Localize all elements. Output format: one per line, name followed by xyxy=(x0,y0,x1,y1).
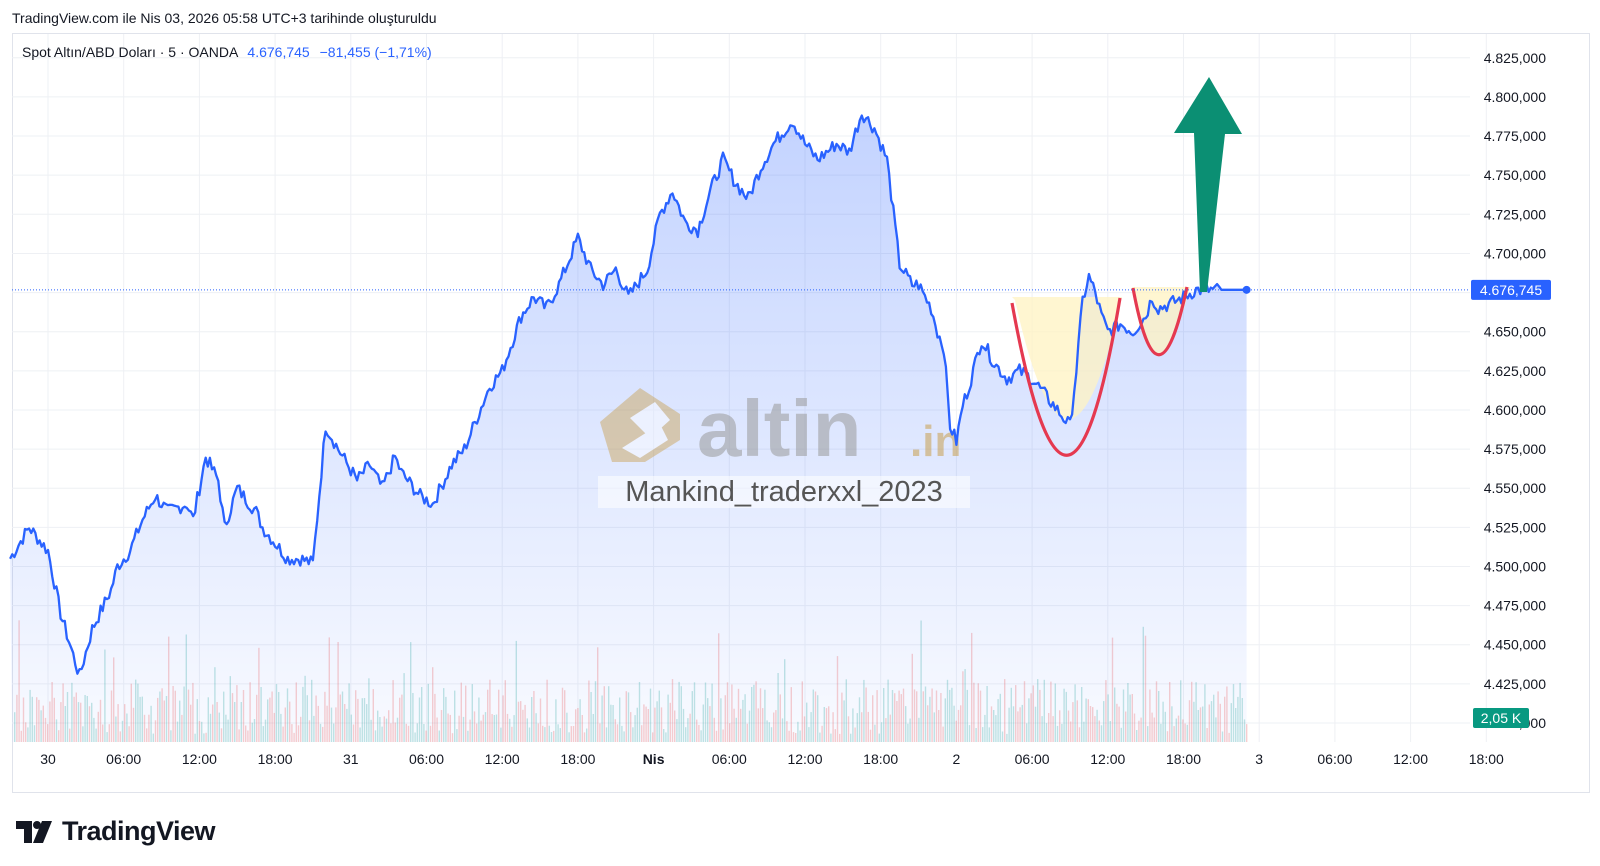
x-tick-label: 12:00 xyxy=(1090,751,1125,767)
watermark-logo xyxy=(600,388,680,462)
y-tick-label: 4.600,000 xyxy=(1484,402,1546,418)
chart-created-note: TradingView.com ile Nis 03, 2026 05:58 U… xyxy=(12,10,437,26)
price-axis[interactable]: 4.825,000 4.800,000 4.775,000 4.750,000 4.72… xyxy=(1484,50,1546,731)
x-tick-label: 18:00 xyxy=(258,751,293,767)
y-tick-label: 4.725,000 xyxy=(1484,206,1546,222)
price-area xyxy=(10,115,1247,743)
cup-curve xyxy=(1010,297,1122,457)
x-tick-label: 06:00 xyxy=(106,751,141,767)
y-tick-label: 4.575,000 xyxy=(1484,441,1546,457)
x-tick-label: 31 xyxy=(343,751,359,767)
symbol-legend[interactable]: Spot Altın/ABD Doları · 5 · OANDA 4.676,… xyxy=(22,44,432,60)
y-tick-label: 4.450,000 xyxy=(1484,637,1546,653)
time-axis[interactable]: 30 06:00 12:00 18:00 31 06:00 12:00 18:00 Nis 06:… xyxy=(40,751,1504,767)
y-tick-label: 4.500,000 xyxy=(1484,558,1546,574)
last-price-value: 4.676,745 xyxy=(247,44,310,60)
volume-tag xyxy=(1473,708,1529,728)
x-tick-label: 12:00 xyxy=(1393,751,1428,767)
watermark-brand-suffix: .in xyxy=(910,417,961,466)
y-tick-label: 4.750,000 xyxy=(1484,167,1546,183)
x-tick-label: 30 xyxy=(40,751,56,767)
y-tick-label: 4.550,000 xyxy=(1484,480,1546,496)
volume-tag-label: 2,05 K xyxy=(1481,710,1522,726)
x-tick-label: 12:00 xyxy=(182,751,217,767)
x-tick-label: Nis xyxy=(643,751,665,767)
x-tick-label: 2 xyxy=(953,751,961,767)
x-tick-label: 06:00 xyxy=(409,751,444,767)
y-tick-label: 4.775,000 xyxy=(1484,128,1546,144)
y-tick-label: 4.525,000 xyxy=(1484,519,1546,535)
y-tick-label: 4.650,000 xyxy=(1484,324,1546,340)
chart-frame xyxy=(12,33,1590,793)
handle-curve xyxy=(1131,286,1189,357)
x-tick-label: 12:00 xyxy=(787,751,822,767)
x-tick-label: 12:00 xyxy=(485,751,520,767)
watermark-username-bg xyxy=(598,476,970,508)
x-tick-label: 06:00 xyxy=(1015,751,1050,767)
x-tick-label: 3 xyxy=(1255,751,1263,767)
price-chart[interactable]: altin .in Mankind_traderxxl_2023 4.825,0… xyxy=(0,0,1600,800)
y-tick-label: 4.425,000 xyxy=(1484,676,1546,692)
y-tick-label: 4.625,000 xyxy=(1484,363,1546,379)
last-price-dot xyxy=(1242,285,1251,294)
volume-bar xyxy=(1246,724,1248,742)
watermark-username: Mankind_traderxxl_2023 xyxy=(625,476,943,508)
x-tick-label: 18:00 xyxy=(560,751,595,767)
price-change-value: −81,455 (−1,71%) xyxy=(319,44,432,60)
x-tick-label: 06:00 xyxy=(712,751,747,767)
up-arrow xyxy=(1174,77,1242,292)
tradingview-logo[interactable]: TradingView xyxy=(16,816,216,847)
x-tick-label: 18:00 xyxy=(1166,751,1201,767)
x-tick-label: 18:00 xyxy=(1469,751,1504,767)
y-tick-label: 4.800,000 xyxy=(1484,89,1546,105)
tradingview-logo-text: TradingView xyxy=(62,816,216,846)
symbol-name: Spot Altın/ABD Doları · 5 · OANDA xyxy=(22,44,238,60)
y-tick-label: 4.825,000 xyxy=(1484,50,1546,66)
tradingview-logo-icon xyxy=(16,820,52,843)
x-tick-label: 18:00 xyxy=(863,751,898,767)
y-tick-label: 4.475,000 xyxy=(1484,598,1546,614)
cup-zone xyxy=(1012,297,1122,420)
last-price-tag-label: 4.676,745 xyxy=(1480,282,1542,298)
last-price-tag xyxy=(1471,279,1551,300)
x-tick-label: 06:00 xyxy=(1317,751,1352,767)
watermark-brand: altin xyxy=(697,384,861,473)
y-tick-label: 4.700,000 xyxy=(1484,245,1546,261)
price-line xyxy=(9,114,1247,675)
